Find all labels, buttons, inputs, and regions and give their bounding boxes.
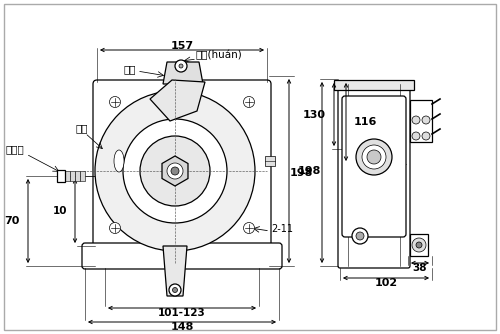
Circle shape [172,288,178,293]
Bar [70,171,75,181]
Text: 101-123: 101-123 [158,308,206,318]
Bar [334,80,414,90]
Circle shape [412,238,426,252]
FancyBboxPatch shape [338,82,410,268]
Text: 38: 38 [413,263,427,273]
Circle shape [422,132,430,140]
Circle shape [422,116,430,124]
Polygon shape [163,246,187,296]
Text: 157: 157 [170,41,194,51]
Circle shape [352,228,368,244]
Text: 拉環(huán): 拉環(huán) [195,50,242,60]
Text: 70: 70 [4,216,20,226]
Text: 198: 198 [298,166,322,176]
Circle shape [412,116,420,124]
Circle shape [171,167,179,175]
Circle shape [356,232,364,240]
Circle shape [110,222,120,233]
Circle shape [356,139,392,175]
Bar [410,100,432,142]
Circle shape [167,163,183,179]
Circle shape [123,119,227,223]
Ellipse shape [114,150,124,172]
Circle shape [169,284,181,296]
Circle shape [362,145,386,169]
Text: 102: 102 [374,278,398,288]
Text: 殼體: 殼體 [75,123,88,133]
Circle shape [244,222,254,233]
Bar [80,171,85,181]
Circle shape [175,60,187,72]
Circle shape [179,64,183,68]
Circle shape [110,97,120,108]
Bar [410,234,428,256]
Polygon shape [150,80,205,121]
Circle shape [412,132,420,140]
FancyBboxPatch shape [93,80,271,250]
Bar [75,171,80,181]
Circle shape [244,97,254,108]
Polygon shape [162,156,188,186]
Text: 2-11: 2-11 [271,224,293,234]
Bar [57,170,65,182]
Text: 10: 10 [52,206,67,216]
Text: 出線口: 出線口 [5,144,24,154]
Text: 148: 148 [170,322,194,332]
Bar [65,171,70,181]
Circle shape [140,136,210,206]
Bar [60,171,65,181]
FancyBboxPatch shape [342,96,406,237]
Text: 116: 116 [354,117,378,127]
Polygon shape [265,156,275,166]
Text: 198: 198 [290,167,313,177]
Text: 搖臂: 搖臂 [123,64,136,74]
Polygon shape [163,62,203,84]
FancyBboxPatch shape [82,243,282,269]
Circle shape [367,150,381,164]
Circle shape [95,91,255,251]
Text: 130: 130 [303,110,326,120]
Circle shape [416,242,422,248]
